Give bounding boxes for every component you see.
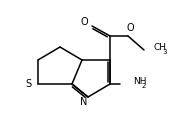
Text: S: S [25, 79, 31, 89]
Text: N: N [80, 97, 88, 107]
Text: NH: NH [133, 77, 147, 86]
Text: CH: CH [153, 44, 166, 52]
Text: 2: 2 [142, 83, 146, 89]
Text: 3: 3 [162, 49, 167, 55]
Text: O: O [80, 17, 88, 27]
Text: O: O [126, 23, 134, 33]
